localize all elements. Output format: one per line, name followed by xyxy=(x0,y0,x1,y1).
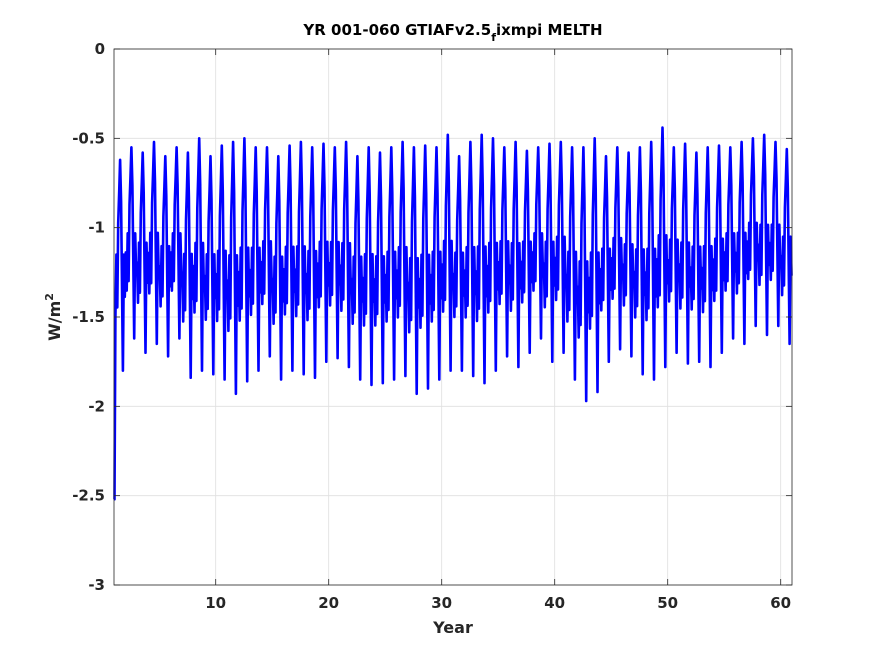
y-axis-label-base: W/m xyxy=(45,301,64,341)
y-tick-label: -3 xyxy=(88,576,105,594)
x-tick-labels: 10 20 30 40 50 60 xyxy=(205,594,791,612)
x-tick-label: 60 xyxy=(770,594,791,612)
y-tick-label: -2 xyxy=(88,397,105,415)
title-subscript: f xyxy=(491,31,496,44)
series-layer xyxy=(113,126,793,501)
x-tick-label: 40 xyxy=(544,594,565,612)
y-tick-label: -1.5 xyxy=(72,308,105,326)
series-line-0 xyxy=(113,126,793,501)
y-axis-label: W/m2 xyxy=(43,293,64,341)
y-tick-labels: -3 -2.5 -2 -1.5 -1 -0.5 0 xyxy=(72,40,105,594)
y-axis-label-superscript: 2 xyxy=(43,293,56,301)
y-tick-label: -2.5 xyxy=(72,487,105,505)
y-tick-label: -1 xyxy=(88,219,105,237)
x-tick-label: 50 xyxy=(657,594,678,612)
title-prefix: YR 001-060 GTIAFv2.5 xyxy=(302,21,491,39)
y-tick-label: 0 xyxy=(95,40,105,58)
tick-marks xyxy=(114,48,792,586)
x-tick-label: 20 xyxy=(318,594,339,612)
title-suffix: ixmpi MELTH xyxy=(496,21,603,39)
y-tick-label: -0.5 xyxy=(72,129,105,147)
x-tick-label: 30 xyxy=(431,594,452,612)
x-tick-label: 10 xyxy=(205,594,226,612)
chart-title: YR 001-060 GTIAFv2.5fixmpi MELTH xyxy=(302,21,602,44)
x-axis-label: Year xyxy=(432,618,473,637)
grid-lines xyxy=(114,48,792,586)
